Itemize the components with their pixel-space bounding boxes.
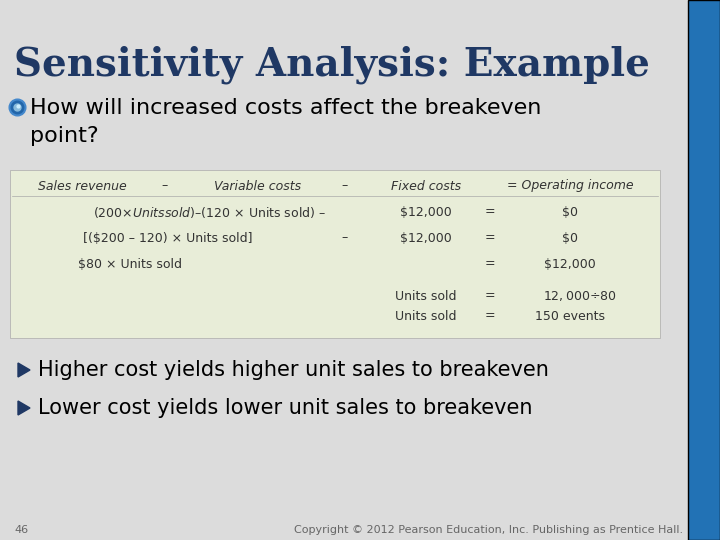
Text: [($200 – 120) × Units sold]: [($200 – 120) × Units sold] [84,232,253,245]
FancyBboxPatch shape [10,170,660,338]
Text: 46: 46 [14,525,28,535]
Text: Variable costs: Variable costs [215,179,302,192]
Text: 150 events: 150 events [535,309,605,322]
Text: $0: $0 [562,232,578,245]
Text: $80 × Units sold: $80 × Units sold [78,258,182,271]
Text: = Operating income: = Operating income [507,179,634,192]
Text: =: = [485,206,495,219]
Text: Higher cost yields higher unit sales to breakeven: Higher cost yields higher unit sales to … [38,360,549,380]
Text: $12,000: $12,000 [400,206,452,219]
Text: =: = [485,232,495,245]
Text: Units sold: Units sold [395,309,456,322]
Text: Sensitivity Analysis: Example: Sensitivity Analysis: Example [14,46,650,84]
Text: =: = [485,309,495,322]
Text: Lower cost yields lower unit sales to breakeven: Lower cost yields lower unit sales to br… [38,398,533,418]
Text: =: = [485,289,495,302]
Polygon shape [18,401,30,415]
Polygon shape [18,363,30,377]
Text: $0: $0 [562,206,578,219]
Text: How will increased costs affect the breakeven
point?: How will increased costs affect the brea… [30,98,541,146]
FancyBboxPatch shape [688,0,720,540]
Text: $12,000: $12,000 [400,232,452,245]
Text: –: – [342,179,348,192]
Text: Copyright © 2012 Pearson Education, Inc. Publishing as Prentice Hall.: Copyright © 2012 Pearson Education, Inc.… [294,525,683,535]
Text: ($200 × Units sold) – ($120 × Units sold) –: ($200 × Units sold) – ($120 × Units sold… [94,205,326,219]
Text: =: = [485,258,495,271]
Text: Units sold: Units sold [395,289,456,302]
Text: –: – [162,179,168,192]
Text: $12,000 ÷ $80: $12,000 ÷ $80 [543,289,617,303]
Text: –: – [342,232,348,245]
Text: Fixed costs: Fixed costs [391,179,461,192]
Text: $12,000: $12,000 [544,258,596,271]
Text: Sales revenue: Sales revenue [37,179,127,192]
